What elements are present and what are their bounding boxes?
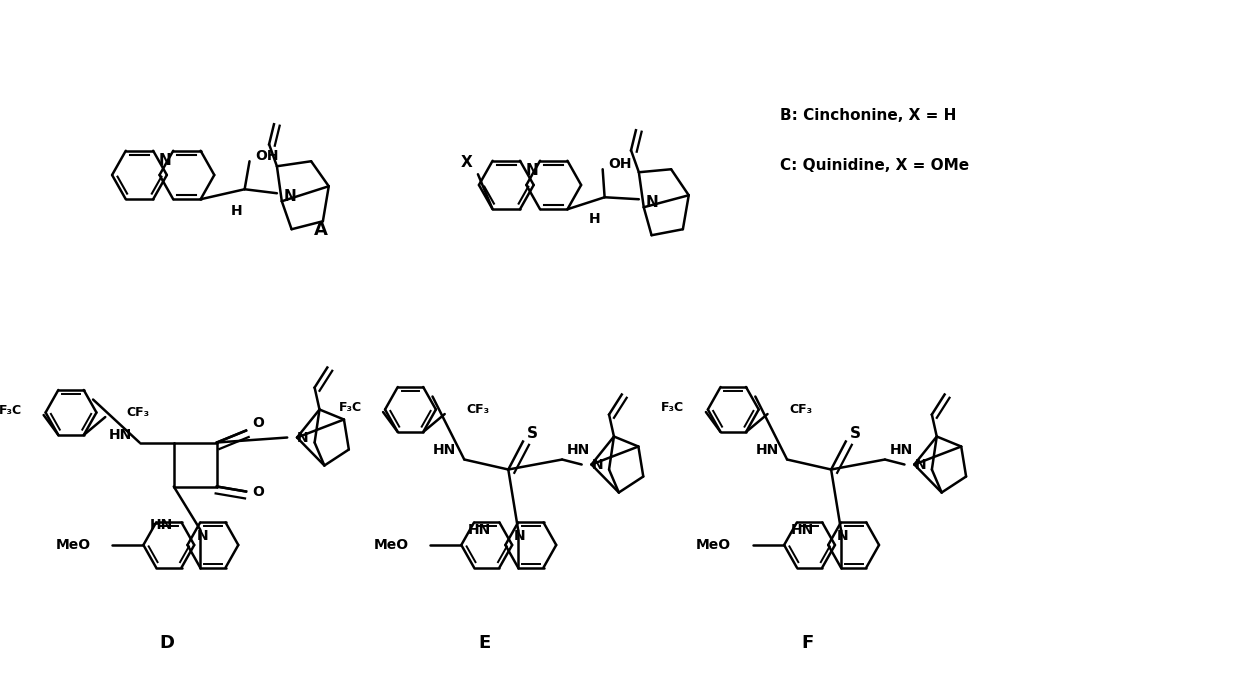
Text: N: N [591, 458, 603, 472]
Text: OH: OH [255, 149, 279, 164]
Text: H: H [589, 212, 601, 226]
Text: D: D [160, 634, 175, 652]
Text: N: N [646, 194, 658, 210]
Text: MeO: MeO [373, 538, 409, 552]
Text: B: Cinchonine, X = H: B: Cinchonine, X = H [781, 108, 957, 122]
Text: CF₃: CF₃ [466, 402, 489, 415]
Text: E: E [478, 634, 491, 652]
Text: N: N [284, 188, 296, 204]
Text: MeO: MeO [56, 538, 90, 552]
Text: HN: HN [467, 522, 491, 536]
Text: HN: HN [434, 443, 456, 456]
Text: A: A [313, 221, 327, 239]
Text: F: F [802, 634, 814, 652]
Text: C: Quinidine, X = OMe: C: Quinidine, X = OMe [781, 157, 969, 172]
Text: N: N [297, 431, 309, 445]
Text: N: N [514, 530, 525, 544]
Text: CF₃: CF₃ [126, 406, 150, 419]
Text: HN: HN [790, 522, 814, 536]
Text: HN: HN [756, 443, 779, 456]
Text: O: O [252, 485, 264, 499]
Text: H: H [230, 204, 243, 218]
Text: HN: HN [890, 443, 913, 456]
Text: F₃C: F₃C [0, 404, 22, 417]
Text: CF₃: CF₃ [789, 402, 813, 415]
Text: F₃C: F₃C [338, 400, 362, 413]
Text: S: S [850, 426, 861, 441]
Text: N: N [838, 530, 849, 544]
Text: HN: HN [109, 427, 131, 441]
Text: N: N [914, 458, 926, 472]
Text: MeO: MeO [696, 538, 731, 552]
Text: OH: OH [608, 157, 632, 171]
Text: N: N [159, 153, 172, 168]
Text: O: O [252, 415, 264, 429]
Text: F₃C: F₃C [662, 400, 684, 413]
Text: HN: HN [567, 443, 590, 456]
Text: S: S [528, 426, 538, 441]
Text: HN: HN [150, 518, 172, 532]
Text: N: N [525, 164, 539, 178]
Text: X: X [461, 155, 472, 170]
Text: N: N [196, 530, 208, 544]
